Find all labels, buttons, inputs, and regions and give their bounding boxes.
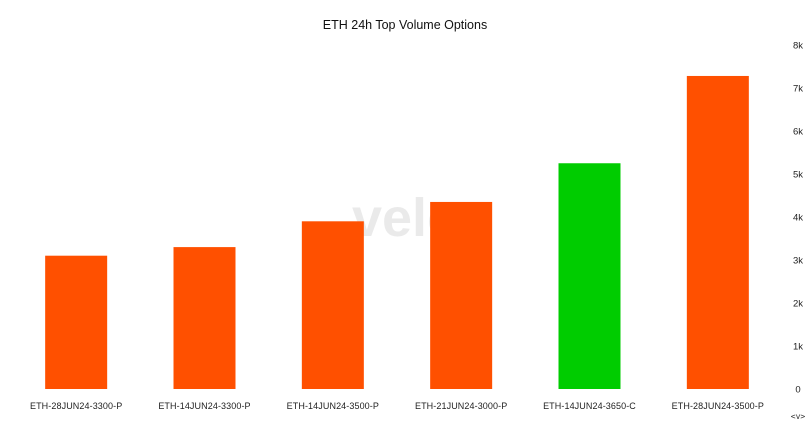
x-tick-label: ETH-14JUN24-3650-C <box>543 401 636 411</box>
bar-eth-28jun24-3500-p[interactable] <box>686 75 749 390</box>
x-tick-label: ETH-28JUN24-3300-P <box>30 401 122 411</box>
y-tick-label: 3k <box>793 256 803 267</box>
x-tick-label: ETH-21JUN24-3000-P <box>415 401 507 411</box>
y-tick-label: 7k <box>793 84 803 95</box>
bar-eth-14jun24-3300-p[interactable] <box>173 247 236 389</box>
bar-eth-28jun24-3300-p[interactable] <box>45 255 108 389</box>
bar-eth-14jun24-3650-c[interactable] <box>558 163 621 389</box>
y-tick-label: 5k <box>793 170 803 181</box>
y-tick-label: 6k <box>793 127 803 138</box>
x-tick-label: ETH-28JUN24-3500-P <box>672 401 764 411</box>
y-tick-label: 2k <box>793 299 803 310</box>
chart-title: ETH 24h Top Volume Options <box>323 18 487 32</box>
bar-eth-21jun24-3000-p[interactable] <box>430 201 493 389</box>
y-tick-label: 8k <box>793 41 803 52</box>
x-tick-label: ETH-14JUN24-3300-P <box>158 401 250 411</box>
y-tick-label: 0 <box>795 385 800 396</box>
y-tick-label: 1k <box>793 342 803 353</box>
x-tick-label: ETH-14JUN24-3500-P <box>287 401 379 411</box>
bar-series <box>45 75 749 390</box>
axis-scroll-control[interactable]: <v> <box>791 412 806 421</box>
bar-eth-14jun24-3500-p[interactable] <box>301 221 364 389</box>
y-tick-label: 4k <box>793 213 803 224</box>
y-axis-tick-labels: 0 1k 2k 3k 4k 5k 6k 7k 8k <box>793 41 803 396</box>
x-axis-labels: ETH-28JUN24-3300-P ETH-14JUN24-3300-P ETH-… <box>30 401 764 411</box>
